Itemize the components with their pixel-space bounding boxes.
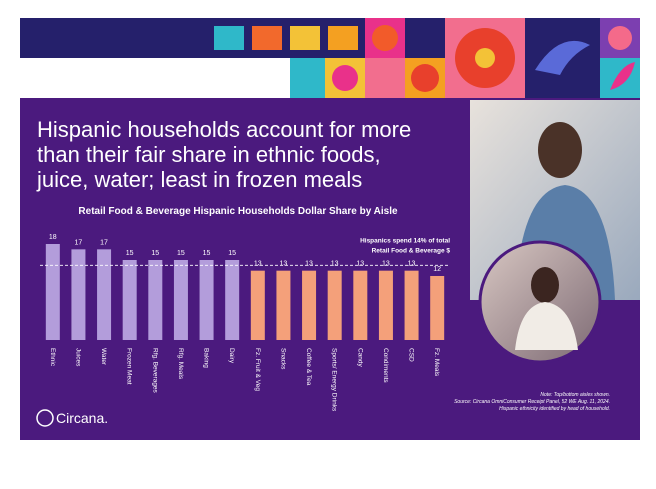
bar (173, 260, 188, 340)
bar (148, 260, 163, 340)
reference-label: Retail Food & Beverage $ (372, 247, 451, 254)
value-label: 13 (408, 261, 416, 268)
banner-curve (20, 58, 290, 98)
value-label: 15 (177, 250, 185, 257)
footnote: Note: Top/bottom aisles shown. (540, 392, 610, 398)
value-label: 15 (203, 250, 211, 257)
x-tick-label: Rfg. Meals (177, 348, 184, 380)
x-tick-label: Juices (74, 348, 81, 367)
value-label: 15 (151, 250, 159, 257)
x-tick-label: Frozen Meat (126, 348, 133, 385)
bar (225, 260, 240, 340)
logo-mark (36, 409, 54, 427)
value-label: 17 (75, 239, 83, 246)
title-line: Hispanic households account for more (37, 117, 411, 142)
title-line: than their fair share in ethnic foods, (37, 142, 381, 167)
x-tick-label: Rfg. Beverages (151, 348, 158, 394)
value-label: 13 (382, 261, 390, 268)
bar (97, 249, 112, 340)
bar (122, 260, 137, 340)
x-tick-label: Fz. Fruit & Veg (254, 348, 261, 391)
banner-decor (214, 18, 640, 98)
bar (302, 270, 317, 340)
x-tick-label: Coffee & Tea (305, 348, 312, 386)
photo-detail (531, 267, 559, 303)
value-label: 15 (228, 250, 236, 257)
value-label: 13 (254, 261, 262, 268)
value-label: 13 (331, 261, 339, 268)
x-tick-label: Fz. Meals (433, 348, 440, 377)
value-label: 12 (433, 266, 441, 273)
value-label: 13 (305, 261, 313, 268)
title-line: juice, water; least in frozen meals (36, 167, 362, 192)
x-tick-label: Candy (356, 348, 363, 368)
x-tick-label: Snacks (279, 348, 286, 370)
value-label: 17 (100, 239, 108, 246)
chart-title: Retail Food & Beverage Hispanic Househol… (78, 206, 398, 217)
x-tick-label: Condiments (382, 348, 389, 383)
reference-label: Hispanics spend 14% of total (360, 237, 450, 244)
logo: Circana. (56, 410, 108, 426)
value-label: 15 (126, 250, 134, 257)
bar (353, 270, 368, 340)
bar (276, 270, 291, 340)
photo-detail (515, 302, 578, 350)
bar (250, 270, 265, 340)
bar (430, 276, 445, 340)
bar (45, 244, 60, 340)
footnote: Hispanic ethnicity identified by head of… (499, 406, 610, 412)
photo-detail (538, 122, 582, 178)
value-label: 13 (356, 261, 364, 268)
x-tick-label: Ethnic (49, 348, 56, 367)
x-tick-label: Baking (203, 348, 210, 368)
bar (71, 249, 86, 340)
x-tick-label: CSD (408, 348, 415, 362)
x-tick-label: Sports/ Energy Drinks (331, 348, 338, 412)
bar (378, 270, 393, 340)
bar (404, 270, 419, 340)
value-label: 18 (49, 234, 57, 241)
x-tick-label: Dairy (228, 348, 235, 364)
footnote: Source: Circana OmniConsumer Receipt Pan… (454, 399, 610, 405)
value-label: 13 (280, 261, 288, 268)
bar (327, 270, 342, 340)
bar (199, 260, 214, 340)
x-tick-label: Water (100, 348, 107, 366)
